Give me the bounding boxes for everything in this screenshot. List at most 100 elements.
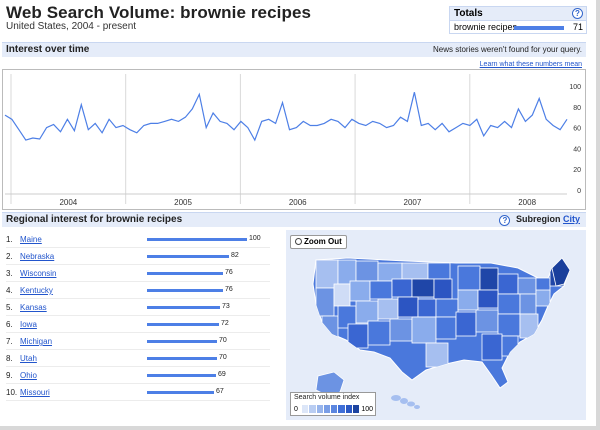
state-region[interactable] [367, 320, 391, 346]
interest-heading: Interest over time [6, 44, 90, 55]
legend-cell [331, 405, 339, 413]
zoom-out-button[interactable]: Zoom Out [290, 235, 347, 249]
state-region[interactable] [349, 280, 371, 302]
region-value: 73 [222, 303, 230, 310]
us-map[interactable] [286, 230, 586, 420]
region-link[interactable]: Michigan [20, 337, 53, 346]
region-link[interactable]: Kentucky [20, 286, 53, 295]
region-bar [147, 391, 214, 394]
state-maine[interactable] [551, 257, 571, 287]
region-row: 3. Wisconsin 76 [6, 265, 270, 282]
help-icon[interactable]: ? [572, 8, 583, 19]
region-row: 8. Utah 70 [6, 350, 270, 367]
region-row: 4. Kentucky 76 [6, 282, 270, 299]
state-region[interactable] [355, 300, 379, 324]
zoom-out-label: Zoom Out [304, 237, 342, 246]
interest-section-bar: Interest over time News stories weren't … [2, 42, 586, 57]
state-region[interactable] [397, 296, 419, 318]
region-bar [147, 374, 216, 377]
state-region[interactable] [401, 262, 429, 280]
region-rank: 9. [6, 371, 13, 380]
state-region[interactable] [535, 289, 551, 307]
state-region[interactable] [457, 265, 481, 291]
regional-section-bar: Regional interest for brownie recipes ? … [2, 212, 586, 227]
state-region[interactable] [411, 278, 435, 298]
region-row: 7. Michigan 70 [6, 333, 270, 350]
region-row: 2. Nebraska 82 [6, 248, 270, 265]
state-region[interactable] [517, 277, 537, 295]
region-link[interactable]: Nebraska [20, 252, 55, 261]
state-region[interactable] [455, 311, 477, 337]
region-link[interactable]: Maine [20, 235, 42, 244]
state-region[interactable] [435, 316, 457, 340]
state-region[interactable] [389, 318, 413, 342]
state-region[interactable] [369, 280, 393, 300]
state-region[interactable] [425, 342, 449, 368]
state-region[interactable] [333, 283, 351, 307]
state-region[interactable] [411, 316, 437, 344]
totals-bar [514, 26, 564, 30]
state-region[interactable] [497, 313, 521, 337]
state-region[interactable] [315, 287, 335, 317]
region-value: 72 [221, 320, 229, 327]
region-list: 1. Maine 100 2. Nebraska 82 3. Wisconsin 76 4. Ken… [6, 231, 270, 401]
region-rank: 5. [6, 303, 13, 312]
region-bar [147, 255, 229, 258]
totals-heading: Totals [454, 8, 483, 19]
region-bar [147, 306, 220, 309]
region-value: 70 [219, 354, 227, 361]
legend-cell [345, 405, 353, 413]
region-link[interactable]: Utah [20, 354, 37, 363]
learn-numbers-link[interactable]: Learn what these numbers mean [479, 61, 582, 68]
x-tick-label: 2008 [518, 198, 536, 207]
subregion-city-link[interactable]: City [562, 214, 580, 224]
legend-min: 0 [294, 406, 298, 413]
region-link[interactable]: Kansas [20, 303, 47, 312]
totals-box: Totals ? brownie recipes 71 [449, 6, 587, 34]
state-hawaii[interactable] [391, 395, 401, 401]
region-value: 76 [225, 269, 233, 276]
state-region[interactable] [347, 323, 369, 349]
state-hawaii[interactable] [407, 401, 415, 407]
state-region[interactable] [519, 293, 537, 315]
region-rank: 6. [6, 320, 13, 329]
y-tick-label: 0 [577, 188, 581, 195]
state-region[interactable] [497, 273, 519, 295]
state-region[interactable] [427, 262, 451, 280]
state-region[interactable] [417, 298, 437, 318]
region-link[interactable]: Missouri [20, 388, 50, 397]
state-region[interactable] [497, 293, 521, 315]
state-region[interactable] [475, 309, 499, 333]
state-region[interactable] [321, 315, 339, 339]
region-rank: 4. [6, 286, 13, 295]
state-hawaii[interactable] [414, 405, 420, 409]
x-tick-label: 2007 [404, 198, 422, 207]
state-region[interactable] [391, 278, 413, 298]
magnifier-icon [295, 238, 302, 245]
state-region[interactable] [337, 259, 357, 285]
interest-chart: 2004 2005 2006 2007 2008 100 80 60 40 20 0 [2, 69, 586, 210]
y-tick-label: 60 [573, 126, 581, 133]
region-link[interactable]: Wisconsin [20, 269, 57, 278]
state-region[interactable] [377, 262, 403, 282]
state-region[interactable] [479, 267, 499, 291]
state-region[interactable] [433, 278, 453, 300]
state-region[interactable] [377, 298, 399, 320]
state-region[interactable] [355, 260, 379, 282]
help-icon[interactable]: ? [499, 215, 511, 226]
region-bar [147, 289, 223, 292]
state-region[interactable] [481, 333, 503, 361]
state-hawaii[interactable] [400, 398, 408, 404]
region-link[interactable]: Ohio [20, 371, 37, 380]
region-rank: 3. [6, 269, 13, 278]
state-region[interactable] [477, 289, 499, 309]
legend-cell [316, 405, 324, 413]
state-region[interactable] [519, 313, 539, 339]
state-region[interactable] [457, 289, 479, 311]
region-rank: 1. [6, 235, 13, 244]
region-row: 1. Maine 100 [6, 231, 270, 248]
region-row: 10. Missouri 67 [6, 384, 270, 401]
state-region[interactable] [435, 298, 459, 318]
region-link[interactable]: Iowa [20, 320, 37, 329]
